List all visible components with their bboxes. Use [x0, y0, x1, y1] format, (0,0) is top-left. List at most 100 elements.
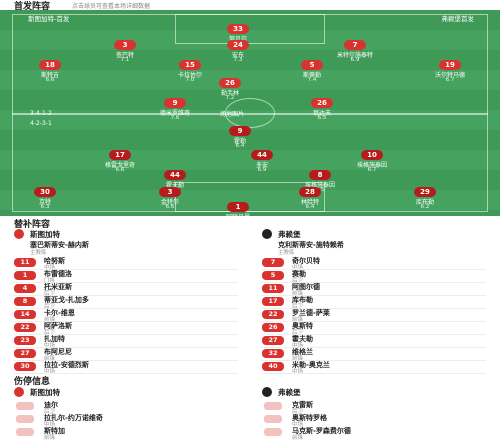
sub-position: 前锋	[292, 356, 304, 362]
sub-number[interactable]: 17	[262, 297, 284, 306]
player-number[interactable]: 15	[179, 60, 201, 70]
sub-name[interactable]: 霍夫勒	[292, 335, 313, 343]
player-number[interactable]: 8	[309, 170, 331, 180]
sub-number[interactable]: 30	[14, 362, 36, 371]
team-name: 斯图加特	[30, 388, 60, 397]
coach-name: 克利斯蒂安-施特赖希	[278, 241, 344, 249]
sub-name[interactable]: 蒂亚戈-扎加多	[44, 296, 89, 304]
player-name: 霍夫勒	[165, 182, 185, 189]
sub-number[interactable]: 4	[14, 284, 36, 293]
divider	[262, 373, 486, 374]
sub-name[interactable]: 米勒-奥克兰	[292, 361, 330, 369]
player-rating: 6.7	[367, 167, 377, 173]
sub-position: 前锋	[44, 317, 56, 323]
sub-number[interactable]: 5	[262, 271, 284, 280]
injury-icon	[16, 428, 34, 436]
player-number[interactable]: 18	[39, 60, 61, 70]
section-title: 伤停信息	[14, 377, 51, 387]
sub-name[interactable]: 奥斯特	[292, 322, 313, 330]
away-formation: 4-2-3-1	[30, 120, 52, 127]
player-number[interactable]: 28	[299, 187, 321, 197]
divider	[262, 360, 486, 361]
player-number[interactable]: 3	[159, 187, 181, 197]
player-rating: 7.4	[307, 77, 317, 83]
sub-name[interactable]: 扎加特	[44, 335, 65, 343]
sub-position: 中场	[292, 343, 304, 349]
player-number[interactable]: 26	[219, 78, 241, 88]
sub-number[interactable]: 23	[14, 336, 36, 345]
sub-number[interactable]: 40	[262, 362, 284, 371]
sub-name[interactable]: 库布勒	[292, 296, 313, 304]
player-number[interactable]: 44	[251, 150, 273, 160]
header: 首发阵容 点击球员可查看本场详细数据	[0, 0, 500, 12]
player-name: 勒韦林	[220, 90, 240, 97]
sub-name[interactable]: 赛勒	[292, 270, 306, 278]
pitch-center: 场地图片	[220, 111, 245, 118]
sub-name[interactable]: 阿萨洛斯	[44, 322, 72, 330]
sub-name[interactable]: 罗兰德-萨莱	[292, 309, 330, 317]
injured-name[interactable]: 奥斯特罗格	[292, 414, 327, 422]
team-logo	[262, 387, 272, 397]
player-number[interactable]: 29	[414, 187, 436, 197]
player-number[interactable]: 9	[164, 98, 186, 108]
injured-name[interactable]: 斯特加	[44, 427, 65, 435]
sub-number[interactable]: 7	[262, 258, 284, 267]
sub-name[interactable]: 卡尔-维恩	[44, 309, 75, 317]
player-name: 阿特贝里	[226, 212, 250, 216]
sub-number[interactable]: 22	[14, 323, 36, 332]
sub-name[interactable]: 哈努斯	[44, 257, 65, 265]
sub-number[interactable]: 26	[262, 323, 284, 332]
player-number[interactable]: 1	[227, 202, 249, 212]
player-number[interactable]: 3	[114, 40, 136, 50]
sub-name[interactable]: 布雷德洛	[44, 270, 72, 278]
sub-number[interactable]: 1	[14, 271, 36, 280]
injured-name[interactable]: 马克斯-罗森费尔德	[292, 427, 351, 435]
player-name: 林哈特	[300, 199, 320, 206]
player-number[interactable]: 7	[344, 40, 366, 50]
player-number[interactable]: 9	[229, 126, 251, 136]
sub-number[interactable]: 11	[262, 284, 284, 293]
sub-name[interactable]: 拉拉-安德烈斯	[44, 361, 89, 369]
sub-name[interactable]: 阿图尔德	[292, 283, 320, 291]
sub-name[interactable]: 布阿尼尼	[44, 348, 72, 356]
injured-position: 中场	[44, 422, 56, 428]
sub-number[interactable]: 8	[14, 297, 36, 306]
injured-position: 中场	[292, 422, 304, 428]
player-number[interactable]: 26	[311, 98, 333, 108]
player-rating: 7.0	[185, 77, 195, 83]
injured-name[interactable]: 迪尔	[44, 401, 58, 409]
sub-position: 中场	[44, 343, 56, 349]
player-name: 安东	[231, 52, 245, 59]
player-number[interactable]: 33	[227, 24, 249, 34]
sub-number[interactable]: 32	[262, 349, 284, 358]
player-number[interactable]: 10	[361, 150, 383, 160]
divider	[14, 308, 238, 309]
player-number[interactable]: 17	[109, 150, 131, 160]
player-number[interactable]: 5	[301, 60, 323, 70]
sub-name[interactable]: 奇尔贝特	[292, 257, 320, 265]
sub-position: 中场	[44, 369, 56, 375]
injured-name[interactable]: 拉扎尔-约万诺维奇	[44, 414, 103, 422]
sub-number[interactable]: 22	[262, 310, 284, 319]
team-name: 弗赖堡	[278, 230, 301, 239]
section-title: 首发阵容	[14, 2, 51, 12]
sub-name[interactable]: 托米亚斯	[44, 283, 72, 291]
injured-name[interactable]: 克雷斯	[292, 401, 313, 409]
player-number[interactable]: 19	[439, 60, 461, 70]
injury-icon	[264, 415, 282, 423]
player-number[interactable]: 30	[34, 187, 56, 197]
sub-number[interactable]: 27	[14, 349, 36, 358]
divider	[262, 295, 486, 296]
sub-number[interactable]: 27	[262, 336, 284, 345]
sub-position: 后卫	[292, 304, 304, 310]
sub-position: 前锋	[44, 356, 56, 362]
player-name: 斯蒂勒	[302, 72, 322, 79]
home-formation: 3-4-1-2	[30, 110, 52, 117]
player-number[interactable]: 24	[227, 40, 249, 50]
section-title: 替补阵容	[14, 220, 51, 230]
sub-number[interactable]: 11	[14, 258, 36, 267]
sub-number[interactable]: 14	[14, 310, 36, 319]
sub-name[interactable]: 维格兰	[292, 348, 313, 356]
player-number[interactable]: 44	[164, 170, 186, 180]
player-name: 翁达夫	[312, 110, 332, 117]
